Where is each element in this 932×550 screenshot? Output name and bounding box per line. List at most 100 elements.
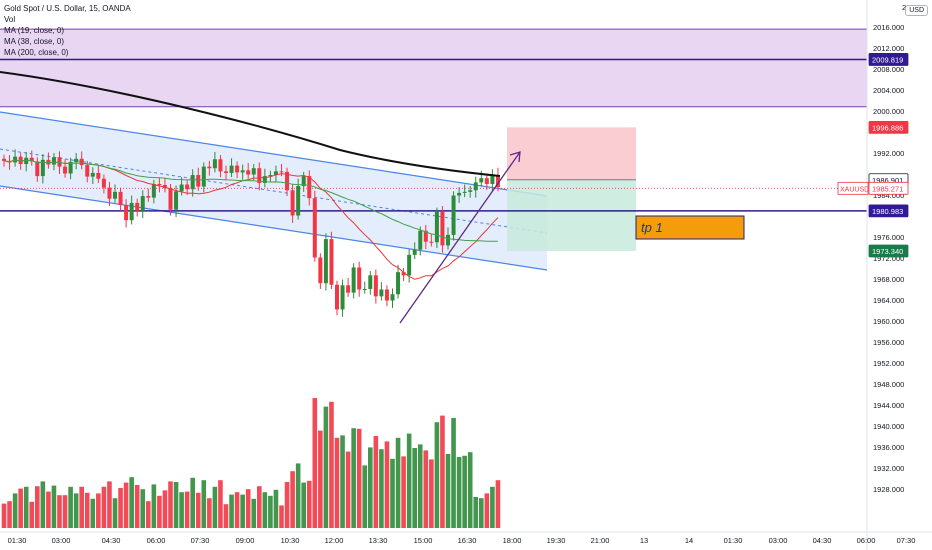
candle-body[interactable] — [390, 294, 395, 301]
candle-body[interactable] — [212, 159, 217, 169]
candle-body[interactable] — [423, 230, 428, 242]
candle-body[interactable] — [207, 166, 212, 169]
candle-body[interactable] — [146, 196, 151, 198]
candle-body[interactable] — [457, 192, 462, 196]
candle-body[interactable] — [85, 165, 90, 177]
volume-bar — [12, 493, 18, 528]
candle-body[interactable] — [201, 166, 206, 187]
candle-body[interactable] — [224, 171, 228, 173]
candle-body[interactable] — [418, 230, 423, 250]
candle-body[interactable] — [140, 196, 145, 211]
take-profit-zone[interactable] — [507, 179, 636, 251]
candle-body[interactable] — [373, 275, 378, 297]
candle-body[interactable] — [451, 195, 456, 235]
candle-body[interactable] — [296, 186, 301, 216]
candle-body[interactable] — [268, 175, 273, 177]
candle-body[interactable] — [246, 170, 251, 175]
candle-body[interactable] — [335, 284, 339, 310]
candle-body[interactable] — [129, 202, 134, 221]
candle-body[interactable] — [190, 175, 195, 190]
candle-body[interactable] — [118, 191, 123, 205]
stop-loss-zone[interactable] — [507, 127, 636, 180]
candle-body[interactable] — [396, 272, 401, 295]
candle-body[interactable] — [479, 178, 484, 183]
channel-bottom-line[interactable] — [0, 185, 548, 271]
candle-body[interactable] — [168, 188, 173, 210]
candle-body[interactable] — [290, 190, 295, 216]
candle-body[interactable] — [235, 165, 240, 173]
candle-body[interactable] — [113, 191, 117, 199]
candle-body[interactable] — [229, 165, 234, 173]
candle-body[interactable] — [346, 285, 351, 293]
candle-body[interactable] — [79, 158, 84, 166]
candle-body[interactable] — [179, 184, 184, 192]
candle-body[interactable] — [35, 161, 40, 177]
candle-body[interactable] — [384, 289, 389, 301]
trend-arrow-head — [509, 151, 521, 163]
candle-body[interactable] — [96, 172, 101, 179]
candle-body[interactable] — [495, 175, 500, 188]
candle-body[interactable] — [151, 183, 156, 198]
candle-body[interactable] — [124, 204, 129, 221]
price-axis[interactable] — [867, 0, 932, 550]
candle-body[interactable] — [490, 175, 495, 184]
candle-body[interactable] — [101, 178, 106, 188]
trend-arrow-line[interactable] — [399, 151, 521, 324]
candle-body[interactable] — [279, 171, 284, 173]
candle-body[interactable] — [285, 171, 290, 191]
candle-body[interactable] — [323, 239, 328, 284]
candle-body[interactable] — [174, 191, 179, 210]
candle-body[interactable] — [135, 202, 140, 211]
candle-body[interactable] — [473, 182, 478, 191]
candle-body[interactable] — [162, 185, 167, 189]
candle-body[interactable] — [196, 175, 201, 187]
candle-body[interactable] — [185, 184, 190, 190]
candle-body[interactable] — [462, 191, 467, 193]
candle-body[interactable] — [468, 190, 473, 192]
candle-body[interactable] — [318, 257, 323, 284]
candle-body[interactable] — [57, 157, 62, 167]
candle-body[interactable] — [63, 166, 68, 174]
candle-body[interactable] — [301, 176, 306, 187]
candle-body[interactable] — [18, 156, 23, 165]
candle-body[interactable] — [74, 158, 79, 162]
time-axis-label: 09:00 — [236, 536, 255, 545]
price-axis-label: 1984.000 — [873, 191, 904, 200]
candle-body[interactable] — [362, 288, 367, 290]
candle-body[interactable] — [407, 254, 412, 276]
resistance-zone[interactable] — [0, 29, 867, 107]
candle-body[interactable] — [446, 234, 450, 246]
candle-body[interactable] — [257, 168, 262, 183]
candle-body[interactable] — [2, 158, 6, 161]
currency-selector[interactable]: USD — [905, 5, 928, 16]
candle-body[interactable] — [51, 157, 56, 165]
candle-body[interactable] — [368, 275, 373, 289]
channel-top-line[interactable] — [0, 111, 548, 197]
candle-body[interactable] — [429, 241, 434, 243]
candle-body[interactable] — [379, 289, 384, 297]
candle-body[interactable] — [340, 285, 345, 310]
candle-body[interactable] — [357, 267, 362, 290]
candle-body[interactable] — [68, 161, 73, 174]
candle-body[interactable] — [240, 170, 245, 173]
candle-body[interactable] — [412, 249, 417, 255]
candle-body[interactable] — [107, 187, 112, 199]
candle-body[interactable] — [307, 176, 312, 199]
candle-body[interactable] — [29, 157, 34, 162]
candle-body[interactable] — [434, 211, 439, 243]
candle-body[interactable] — [351, 267, 356, 293]
candle-body[interactable] — [40, 159, 45, 177]
candle-body[interactable] — [329, 239, 334, 285]
candle-body[interactable] — [440, 211, 445, 246]
candle-body[interactable] — [401, 272, 406, 276]
candle-body[interactable] — [218, 159, 223, 172]
candle-body[interactable] — [90, 172, 95, 177]
candle-body[interactable] — [312, 198, 317, 258]
tp-box[interactable] — [635, 215, 745, 240]
candle-body[interactable] — [157, 183, 162, 186]
candle-body[interactable] — [273, 171, 278, 176]
candle-body[interactable] — [251, 168, 256, 175]
candle-body[interactable] — [262, 176, 267, 183]
candle-body[interactable] — [484, 178, 489, 184]
